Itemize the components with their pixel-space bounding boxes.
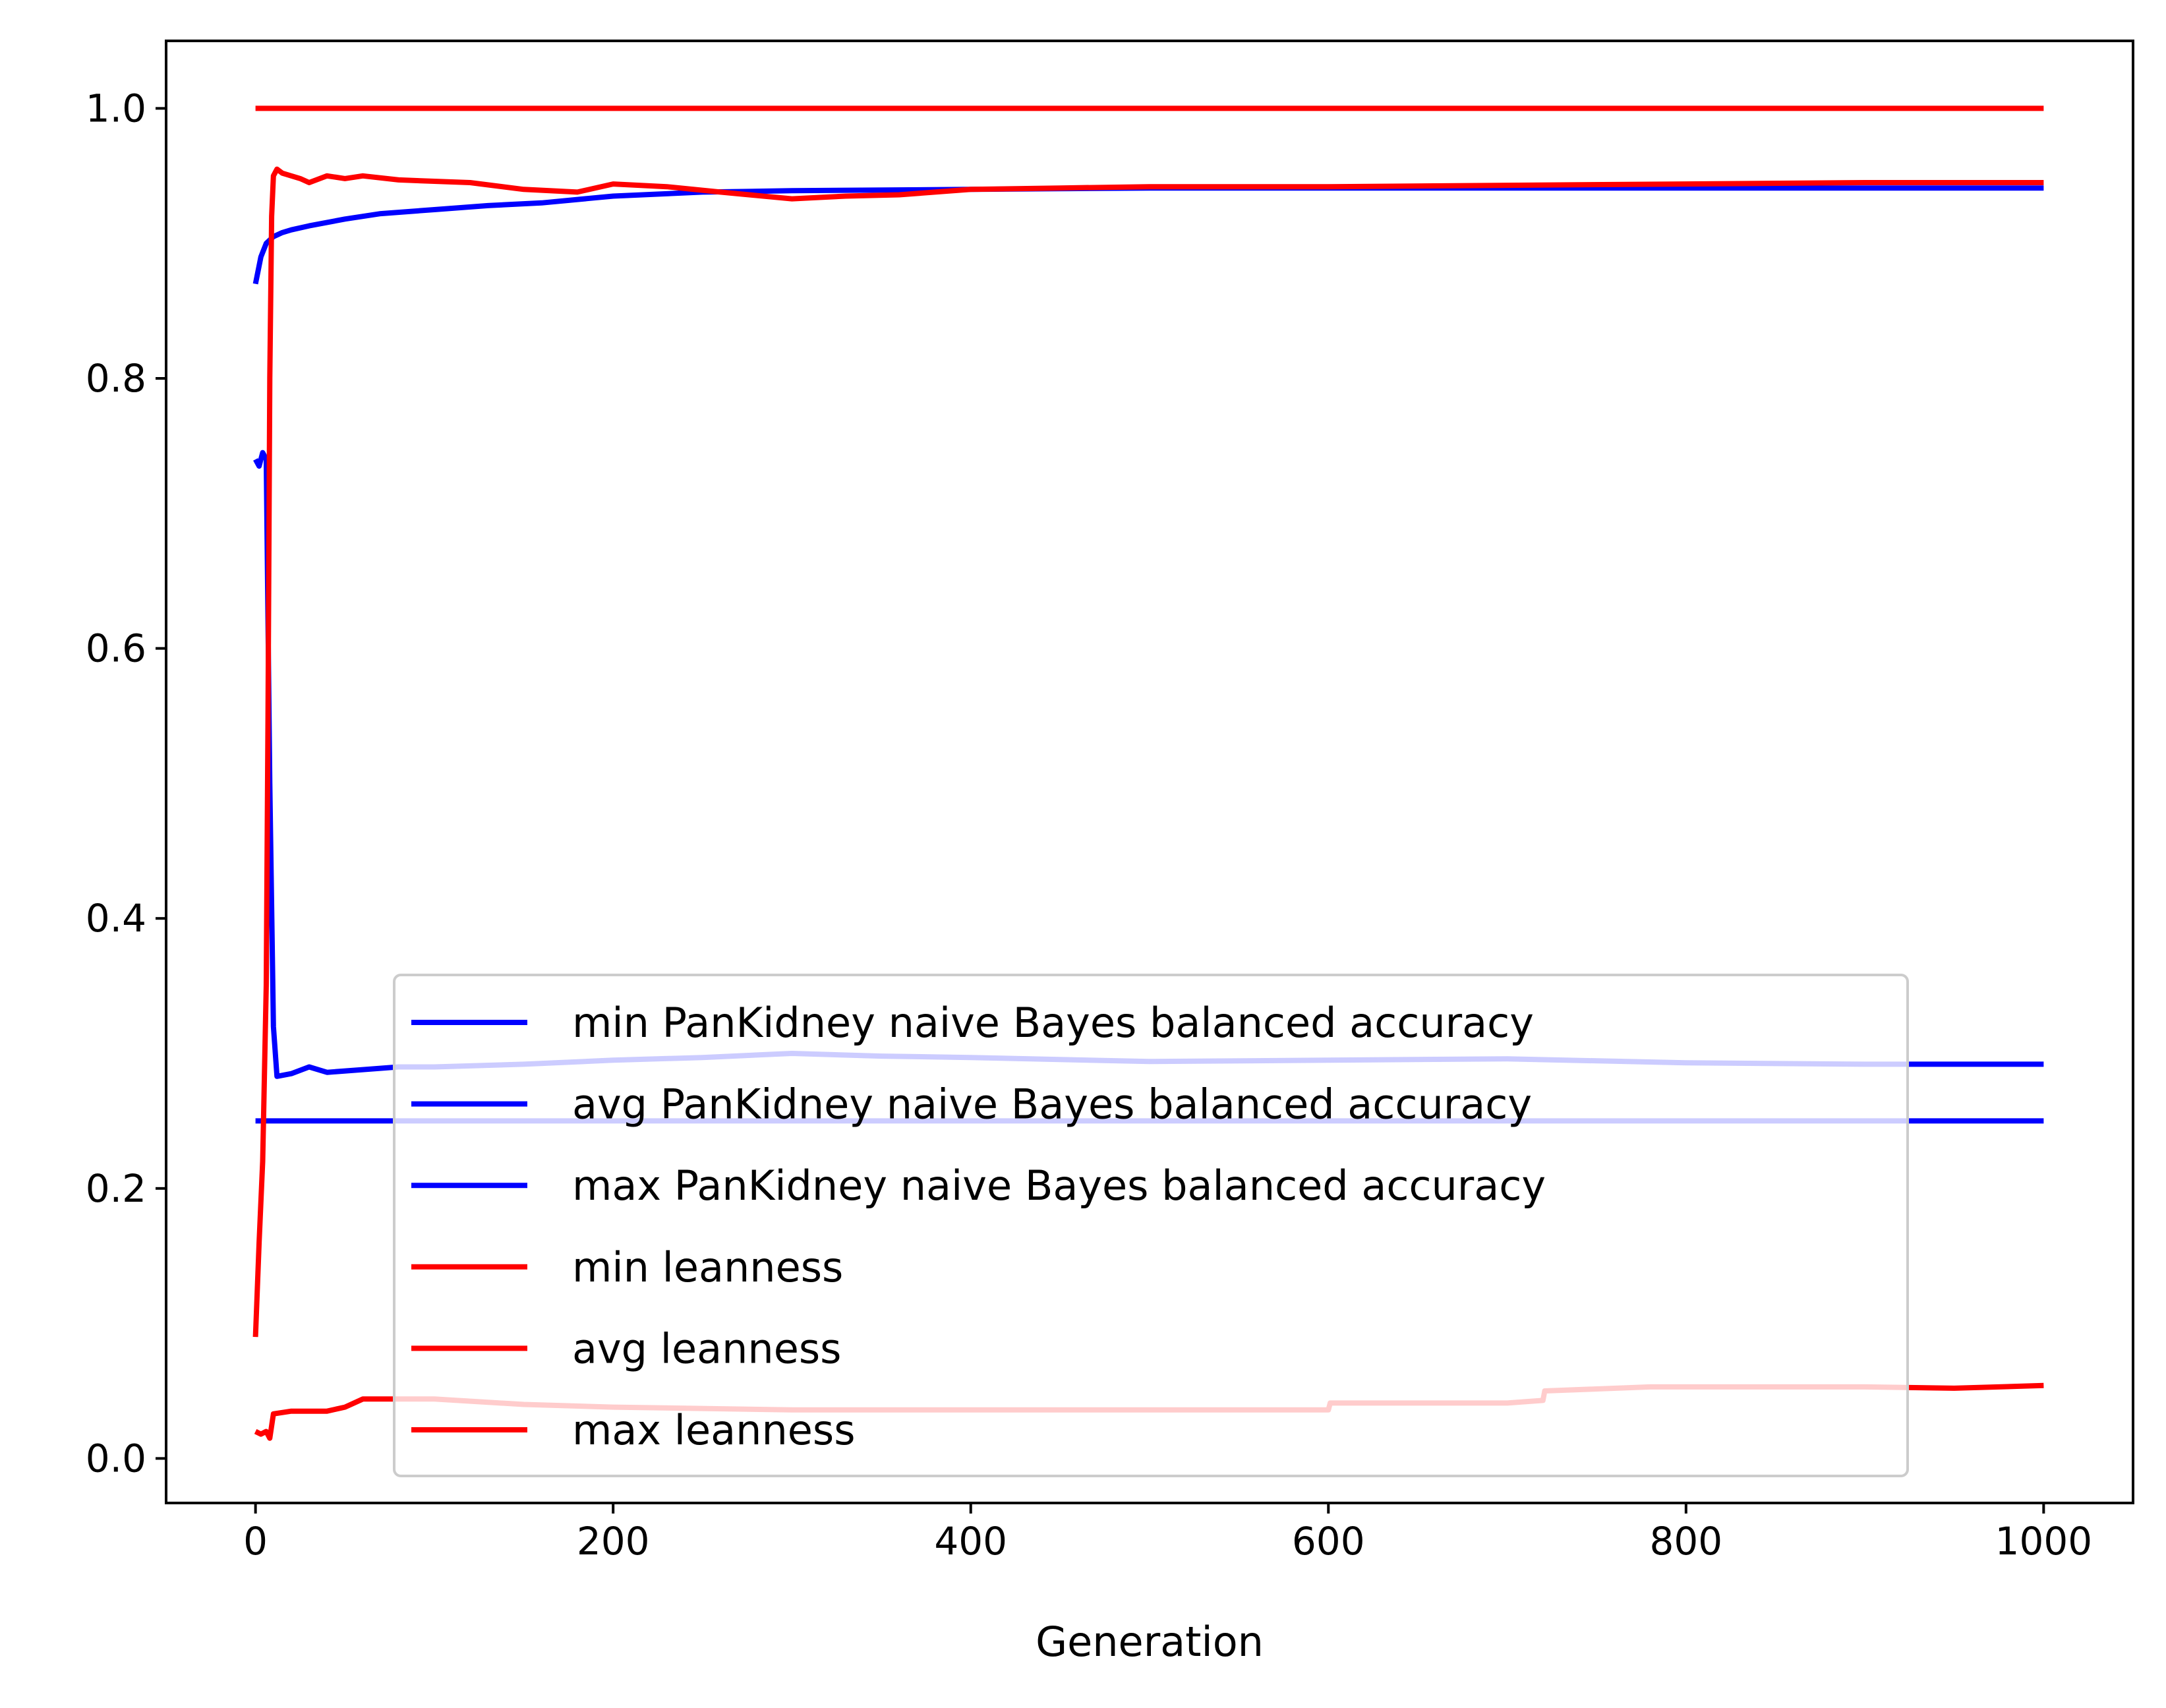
y-tick-label: 0.0 <box>86 1436 146 1481</box>
x-tick-label: 400 <box>934 1519 1007 1564</box>
legend-label: avg PanKidney naive Bayes balanced accur… <box>572 1080 1532 1129</box>
legend-label: min leanness <box>572 1243 843 1291</box>
x-tick-label: 1000 <box>1995 1519 2093 1564</box>
y-tick-label: 0.6 <box>86 626 146 671</box>
legend-label: min PanKidney naive Bayes balanced accur… <box>572 999 1534 1047</box>
x-tick-label: 800 <box>1649 1519 1722 1564</box>
y-axis: 0.0 0.2 0.4 0.6 0.8 1.0 <box>86 86 166 1481</box>
x-axis-title: Generation <box>1036 1618 1264 1666</box>
x-tick-label: 0 <box>243 1519 268 1564</box>
y-tick-label: 0.8 <box>86 356 146 401</box>
y-tick-label: 1.0 <box>86 86 146 131</box>
legend-box <box>393 974 1909 1477</box>
legend-label: max leanness <box>572 1406 856 1454</box>
x-tick-label: 200 <box>577 1519 650 1564</box>
x-axis: 0 200 400 600 800 1000 <box>243 1503 2092 1564</box>
x-tick-label: 600 <box>1292 1519 1365 1564</box>
legend-label: max PanKidney naive Bayes balanced accur… <box>572 1162 1546 1210</box>
y-tick-label: 0.4 <box>86 896 146 941</box>
series-line-4 <box>252 166 2044 1338</box>
plot-frame <box>165 40 2134 1504</box>
legend-entries: min PanKidney naive Bayes balanced accur… <box>411 999 1546 1454</box>
legend: min PanKidney naive Bayes balanced accur… <box>393 974 1909 1477</box>
y-tick-label: 0.2 <box>86 1166 146 1211</box>
legend-label: avg leanness <box>572 1324 841 1372</box>
